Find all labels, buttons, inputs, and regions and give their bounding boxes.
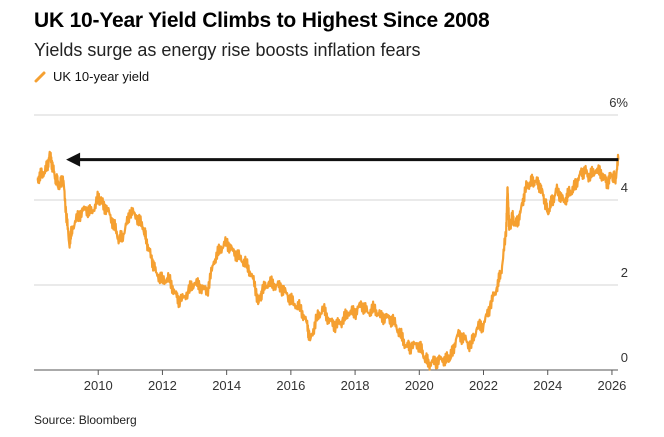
x-tick-label: 2016 xyxy=(276,378,305,393)
x-tick-label: 2022 xyxy=(469,378,498,393)
x-tick-label: 2012 xyxy=(148,378,177,393)
y-tick-label: 2 xyxy=(621,265,628,280)
x-tick-label: 2014 xyxy=(212,378,241,393)
x-tick-label: 2018 xyxy=(341,378,370,393)
legend-line-icon xyxy=(34,71,46,82)
y-tick-label: 4 xyxy=(621,180,628,195)
x-tick-label: 2010 xyxy=(84,378,113,393)
legend-label: UK 10-year yield xyxy=(53,69,150,84)
legend: UK 10-year yield xyxy=(34,69,149,84)
y-tick-label: 6% xyxy=(609,95,628,110)
chart-title: UK 10-Year Yield Climbs to Highest Since… xyxy=(34,9,490,32)
x-tick-label: 2026 xyxy=(597,378,626,393)
source-note: Source: Bloomberg xyxy=(34,413,137,427)
series-line-uk-10-year-yield xyxy=(36,150,620,371)
x-tick-label: 2024 xyxy=(533,378,562,393)
annotation-arrowhead xyxy=(66,152,81,167)
x-tick-label: 2020 xyxy=(405,378,434,393)
chart-subtitle: Yields surge as energy rise boosts infla… xyxy=(34,40,421,60)
y-tick-label: 0 xyxy=(621,350,628,365)
